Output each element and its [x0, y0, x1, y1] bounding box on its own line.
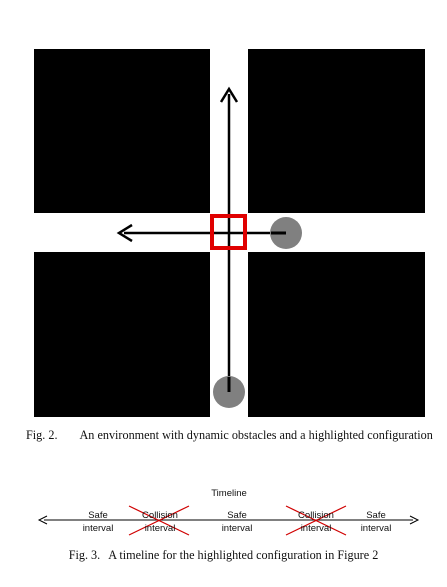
figure-3-caption: Fig. 3. A timeline for the highlighted co…	[0, 548, 447, 563]
figure-2-caption-label: Fig. 2.	[26, 428, 58, 442]
interval-5-line1: Safe	[366, 510, 386, 521]
interval-1-line1: Safe	[88, 510, 108, 521]
interval-2-line1: Collision	[142, 510, 178, 521]
highlighted-configuration-box	[210, 214, 247, 250]
left-arrowhead-icon	[116, 223, 133, 243]
interval-1-line2: interval	[83, 523, 114, 534]
timeline-title: Timeline	[211, 488, 247, 499]
environment-figure	[34, 49, 425, 417]
interval-5-line2: interval	[361, 523, 392, 534]
up-arrowhead-icon	[219, 86, 239, 103]
collision-cross-1a	[128, 505, 190, 536]
collision-cross-2b	[285, 505, 347, 536]
collision-cross-1b	[128, 505, 190, 536]
timeline-left-arrow-icon	[37, 515, 48, 525]
collision-cross-2a	[285, 505, 347, 536]
interval-2-line2: interval	[145, 523, 176, 534]
interval-4-line2: interval	[301, 523, 332, 534]
figure-3-caption-text: A timeline for the highlighted configura…	[108, 548, 379, 562]
figure-2-caption-text: An environment with dynamic obstacles an…	[79, 428, 433, 442]
interval-4-line1: Collision	[298, 510, 334, 521]
figure-3-caption-label: Fig. 3.	[68, 548, 101, 562]
interval-3-line2: interval	[222, 523, 253, 534]
figure-2-caption: Fig. 2. An environment with dynamic obsta…	[26, 428, 434, 443]
interval-3-line1: Safe	[227, 510, 247, 521]
timeline-right-arrow-icon	[409, 515, 420, 525]
